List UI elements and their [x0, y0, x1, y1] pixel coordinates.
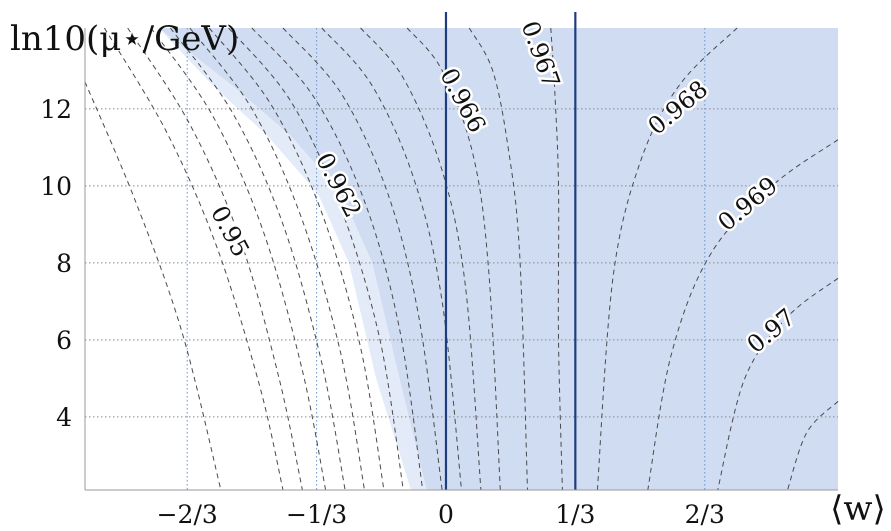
- contour-line: [84, 81, 222, 491]
- contour-line: [596, 27, 738, 491]
- y-tick-label: 8: [56, 249, 72, 278]
- y-tick-label: 6: [56, 326, 72, 355]
- contour-line: [360, 27, 482, 491]
- x-tick-label: 1/3: [555, 500, 595, 529]
- contour-line: [647, 139, 839, 491]
- y-tick-label: 4: [56, 403, 72, 432]
- contour-line: [717, 277, 839, 491]
- contour-line: [321, 27, 462, 491]
- y-axis-label: ln10(μ⋆/GeV): [10, 19, 239, 59]
- contour-line: [787, 401, 839, 491]
- contour-line: [468, 27, 528, 491]
- axis-frame: [84, 28, 838, 491]
- contour-line: [251, 27, 424, 491]
- contour-line: [208, 27, 385, 491]
- contour-line: [103, 27, 284, 491]
- contour-layer: [84, 27, 839, 491]
- allowed-region-edge: [158, 28, 427, 490]
- x-tick-label: −1/3: [286, 500, 347, 529]
- x-axis-label: ⟨w⟩: [830, 489, 886, 529]
- contour-line: [169, 27, 346, 491]
- contour-level-label: 0.95: [205, 201, 255, 261]
- y-tick-label: 12: [40, 95, 72, 124]
- allowed-region: [158, 28, 838, 490]
- x-tick-label: 2/3: [685, 500, 725, 529]
- x-tick-label: −2/3: [157, 500, 218, 529]
- contour-line: [550, 27, 563, 491]
- contour-line: [228, 27, 404, 491]
- contour-line: [127, 27, 303, 491]
- y-tick-label: 10: [40, 172, 72, 201]
- contour-line: [406, 27, 501, 491]
- x-tick-label: 0: [438, 500, 454, 529]
- contour-line: [150, 27, 327, 491]
- shaded-region-layer: [158, 28, 838, 490]
- boundary-layer: [444, 12, 577, 490]
- tick-label-layer: −2/3 −1/3 0 1/3 2/3 4 6 8 10 12: [40, 95, 725, 529]
